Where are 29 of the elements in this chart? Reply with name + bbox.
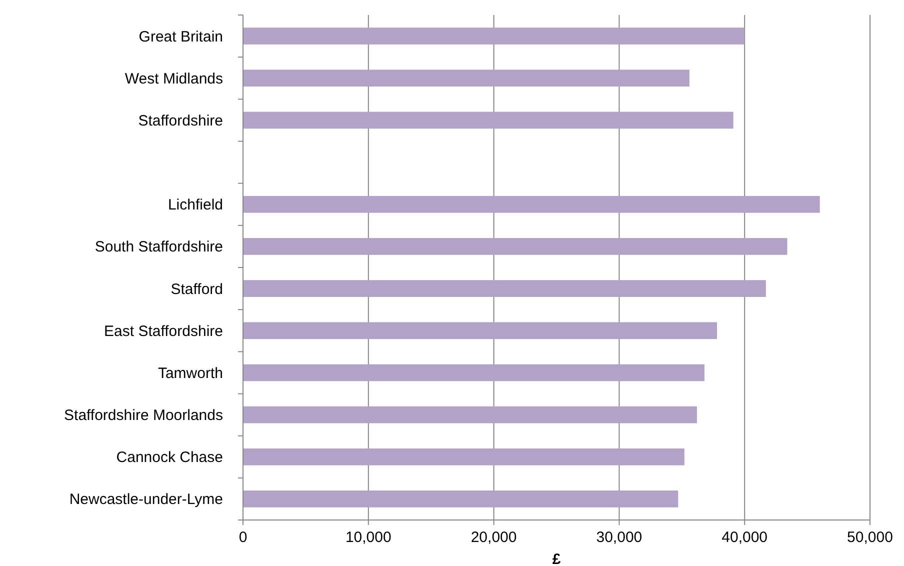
bar xyxy=(243,28,745,44)
y-tick-label: Great Britain xyxy=(138,28,223,46)
bar xyxy=(243,448,684,466)
bar xyxy=(243,490,678,508)
y-tick-label: Tamworth xyxy=(158,364,223,382)
y-tick-label: Stafford xyxy=(170,280,223,298)
y-tick-label: Newcastle-under-Lyme xyxy=(69,491,223,508)
bar xyxy=(243,364,704,382)
bar xyxy=(243,280,766,297)
y-tick-label: West Midlands xyxy=(124,70,223,88)
bar xyxy=(243,406,697,424)
y-tick-label: Staffordshire xyxy=(138,112,223,130)
y-tick-label: Staffordshire Moorlands xyxy=(64,407,223,424)
y-tick-label: South Staffordshire xyxy=(94,238,223,256)
y-tick-label: Cannock Chase xyxy=(116,449,223,466)
x-tick-label: 20,000 xyxy=(470,529,517,546)
bar xyxy=(243,196,820,213)
x-tick-label: 40,000 xyxy=(722,529,768,546)
x-tick-label: 0 xyxy=(238,529,248,546)
bar xyxy=(243,70,690,87)
y-tick-label: Lichfield xyxy=(168,196,223,214)
bar xyxy=(243,322,718,340)
bar xyxy=(243,238,788,255)
x-tick-label: 10,000 xyxy=(345,529,392,546)
y-tick-label: East Staffordshire xyxy=(104,322,223,340)
x-axis-title: £ xyxy=(552,551,562,566)
x-tick-label: 50,000 xyxy=(847,529,893,546)
x-tick-label: 30,000 xyxy=(596,529,642,546)
bar xyxy=(243,112,734,129)
